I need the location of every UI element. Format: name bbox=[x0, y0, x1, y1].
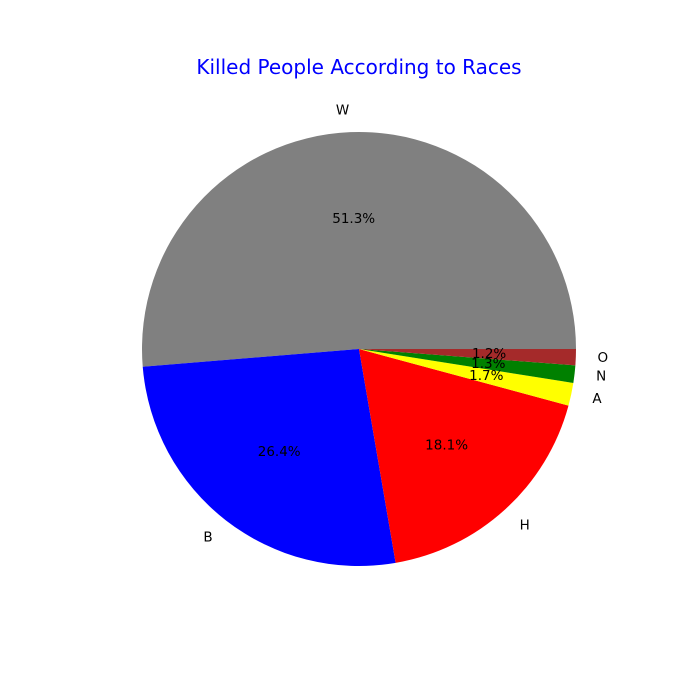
slice-label-w: W bbox=[336, 102, 349, 118]
slice-label-b: B bbox=[203, 530, 212, 546]
slice-label-n: N bbox=[596, 369, 606, 385]
pie-slice-a bbox=[359, 349, 574, 406]
slice-percent-h: 18.1% bbox=[425, 437, 468, 453]
slice-label-h: H bbox=[520, 518, 530, 534]
slice-percent-w: 51.3% bbox=[332, 211, 375, 227]
pie-slices bbox=[142, 132, 576, 566]
slice-percent-b: 26.4% bbox=[258, 444, 301, 460]
slice-label-o: O bbox=[598, 350, 609, 366]
chart-title: Killed People According to Races bbox=[196, 55, 521, 79]
slice-label-a: A bbox=[592, 391, 602, 407]
slice-percent-n: 1.3% bbox=[471, 356, 505, 372]
pie-slice-w bbox=[142, 132, 576, 367]
pie-slice-o bbox=[359, 349, 576, 366]
slice-percent-o: 1.2% bbox=[472, 346, 506, 362]
pie-slice-n bbox=[359, 349, 576, 383]
slice-percent-a: 1.7% bbox=[469, 368, 503, 384]
pie-labels: W 51.3% B 26.4% H 18.1% A 1.7% N 1.3% O 1.2% bbox=[203, 102, 608, 545]
pie-slice-h bbox=[359, 349, 569, 563]
pie-slice-b bbox=[142, 349, 396, 566]
